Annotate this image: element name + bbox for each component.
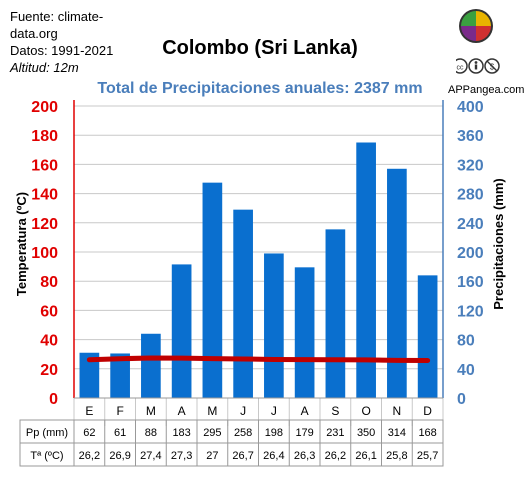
table-row-label: Tª (ºC) bbox=[30, 450, 63, 462]
table-cell: 231 bbox=[326, 427, 344, 439]
table-cell: 25,8 bbox=[386, 450, 407, 462]
left-tick-label: 100 bbox=[31, 245, 58, 262]
right-tick-label: 360 bbox=[457, 128, 484, 145]
table-row-label: Pp (mm) bbox=[26, 427, 68, 439]
precipitation-bar bbox=[141, 333, 161, 398]
table-cell: 26,9 bbox=[109, 450, 130, 462]
table-cell: 258 bbox=[234, 427, 252, 439]
precipitation-bar bbox=[417, 275, 438, 398]
left-tick-label: 200 bbox=[31, 99, 58, 116]
left-tick-label: 20 bbox=[40, 362, 58, 379]
grid-lines bbox=[73, 105, 444, 426]
left-tick-label: 180 bbox=[31, 128, 58, 145]
source-line-1: Fuente: climate- bbox=[10, 9, 104, 24]
altitude-label: Altitud: 12m bbox=[10, 60, 79, 75]
table-cell: 25,7 bbox=[417, 450, 438, 462]
left-tick-label: 40 bbox=[40, 333, 58, 350]
precipitation-bar bbox=[171, 264, 192, 398]
temperature-series bbox=[86, 355, 431, 363]
chart-title: Colombo (Sri Lanka) bbox=[162, 37, 358, 59]
table-cell: 295 bbox=[203, 427, 221, 439]
precipitation-bar bbox=[79, 352, 100, 398]
table-cell: 62 bbox=[83, 427, 95, 439]
table-cell: 26,7 bbox=[232, 450, 253, 462]
left-axis-label: Temperatura (ºC) bbox=[14, 192, 29, 296]
right-axis-label: Precipitaciones (mm) bbox=[491, 178, 506, 310]
source-line-2: data.org bbox=[10, 26, 58, 41]
right-tick-label: 320 bbox=[457, 157, 484, 174]
right-tick-label: 200 bbox=[457, 245, 484, 262]
table-cell: 27,4 bbox=[140, 450, 161, 462]
precipitation-bar bbox=[233, 209, 253, 398]
source-info: Fuente: climate- data.org Datos: 1991-20… bbox=[10, 8, 113, 76]
table-cell: 183 bbox=[172, 427, 190, 439]
precipitation-bar bbox=[110, 353, 130, 398]
month-label: J bbox=[240, 404, 246, 418]
precipitation-bar bbox=[202, 182, 223, 398]
table-cell: 168 bbox=[418, 427, 436, 439]
month-label: A bbox=[178, 404, 186, 418]
month-label: E bbox=[85, 404, 93, 418]
month-label: N bbox=[393, 404, 402, 418]
left-tick-label: 80 bbox=[40, 274, 58, 291]
table-cell: 27 bbox=[206, 450, 218, 462]
table-cell: 26,3 bbox=[294, 450, 315, 462]
precipitation-bar bbox=[356, 142, 376, 398]
table-cell: 314 bbox=[388, 427, 406, 439]
table-cell: 350 bbox=[357, 427, 375, 439]
chart-subtitle: Total de Precipitaciones anuales: 2387 m… bbox=[97, 80, 423, 97]
right-tick-label: 40 bbox=[457, 362, 475, 379]
month-label: M bbox=[146, 404, 156, 418]
svg-text:cc: cc bbox=[457, 65, 465, 72]
table-cell: 61 bbox=[114, 427, 126, 439]
right-tick-label: 240 bbox=[457, 216, 484, 233]
right-axis-ticks: 0 40 80 120 160 200 240 280 320 360 400 bbox=[457, 99, 484, 408]
puzzle-globe-icon: cc $ bbox=[452, 9, 500, 74]
table-cell: 27,3 bbox=[171, 450, 192, 462]
precipitation-bar bbox=[294, 267, 315, 398]
month-label: S bbox=[331, 404, 339, 418]
precipitation-bar bbox=[325, 229, 346, 398]
right-tick-label: 400 bbox=[457, 99, 484, 116]
left-tick-label: 160 bbox=[31, 157, 58, 174]
appangea-logo: cc $ APPangea.com bbox=[448, 6, 524, 96]
table-cell: 26,4 bbox=[263, 450, 284, 462]
temperature-line bbox=[86, 355, 431, 363]
month-label: O bbox=[361, 404, 370, 418]
left-tick-label: 120 bbox=[31, 216, 58, 233]
month-label: D bbox=[423, 404, 432, 418]
right-tick-label: 120 bbox=[457, 303, 484, 320]
source-line-3: Datos: 1991-2021 bbox=[10, 43, 114, 58]
site-label: APPangea.com bbox=[448, 84, 524, 96]
month-label: J bbox=[271, 404, 277, 418]
table-cell: 198 bbox=[265, 427, 283, 439]
table-cell: 26,2 bbox=[325, 450, 346, 462]
table-cell: 26,1 bbox=[355, 450, 376, 462]
license-icons: cc $ bbox=[452, 58, 500, 74]
left-tick-label: 60 bbox=[40, 303, 58, 320]
data-table: Pp (mm) 62 61 88 183 295 258 198 179 231 350 314 168… bbox=[19, 419, 444, 467]
right-tick-label: 80 bbox=[457, 333, 475, 350]
month-label: A bbox=[301, 404, 309, 418]
table-cell: 26,2 bbox=[79, 450, 100, 462]
month-label: F bbox=[116, 404, 123, 418]
precipitation-bars bbox=[79, 142, 438, 398]
left-tick-label: 0 bbox=[49, 391, 58, 408]
table-cell: 179 bbox=[295, 427, 313, 439]
table-cell: 88 bbox=[145, 427, 157, 439]
right-tick-label: 160 bbox=[457, 274, 484, 291]
left-tick-label: 140 bbox=[31, 187, 58, 204]
chart-axes bbox=[73, 100, 444, 399]
precipitation-bar bbox=[264, 253, 284, 398]
precipitation-bar bbox=[387, 168, 407, 398]
month-label: M bbox=[207, 404, 217, 418]
left-axis-ticks: 0 20 40 60 80 100 120 140 160 180 200 bbox=[31, 99, 58, 408]
right-tick-label: 0 bbox=[457, 391, 466, 408]
right-tick-label: 280 bbox=[457, 187, 484, 204]
